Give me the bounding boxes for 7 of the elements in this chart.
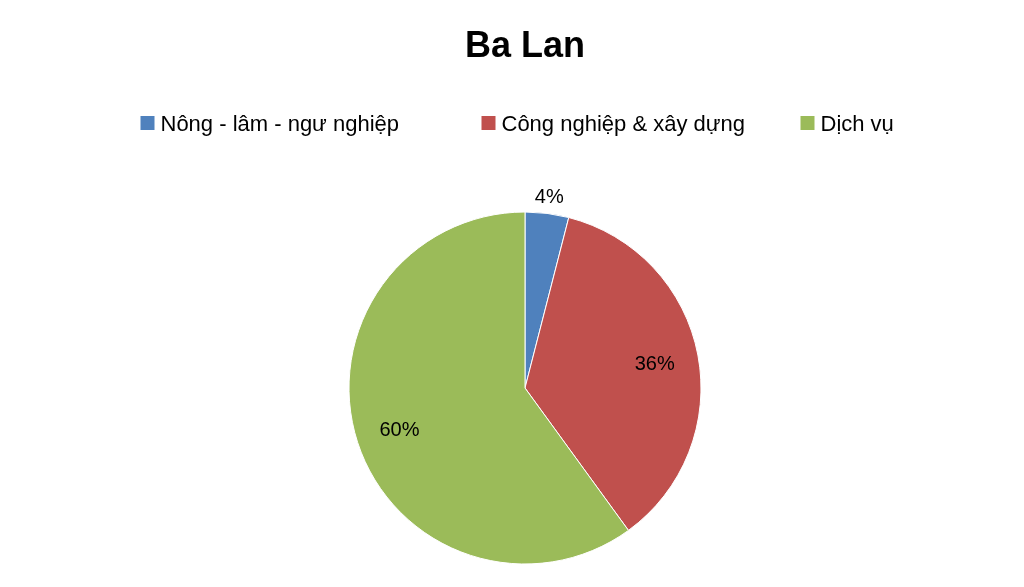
legend-label: Dịch vụ — [820, 110, 894, 136]
legend-label: Nông - lâm - ngư nghiệp — [160, 110, 400, 136]
data-label: 36% — [634, 352, 675, 375]
legend-label: Công nghiệp & xây dựng — [501, 110, 745, 136]
data-label: 60% — [379, 417, 420, 440]
data-label: 4% — [534, 184, 564, 207]
chart-title: Ba Lan — [464, 23, 586, 65]
